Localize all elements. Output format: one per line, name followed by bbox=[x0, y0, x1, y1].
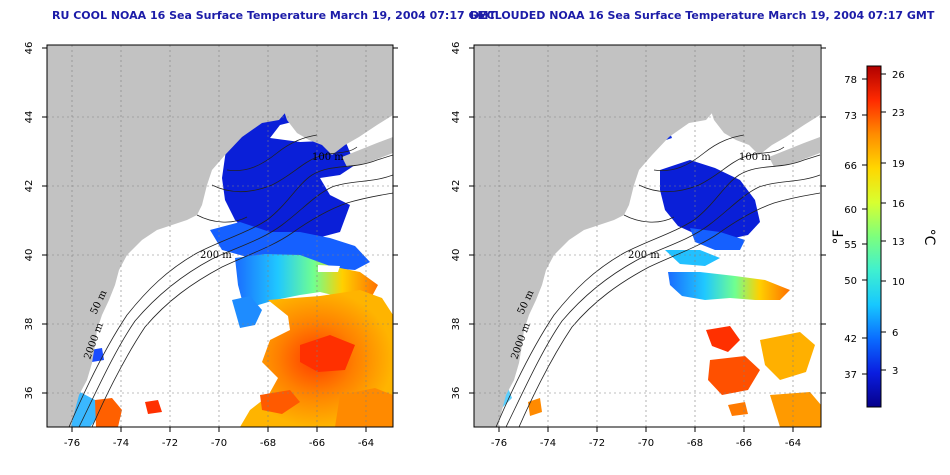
right-lat-label: 46 bbox=[451, 42, 462, 55]
colorbar-c-label: 19 bbox=[892, 159, 905, 170]
colorbar-c-label: 6 bbox=[892, 328, 898, 339]
left-lon-label: -66 bbox=[309, 438, 325, 449]
colorbar-gradient bbox=[866, 65, 882, 408]
right-lat-label: 36 bbox=[451, 387, 462, 400]
left-lat-label: 38 bbox=[24, 318, 35, 331]
colorbar-c-label: 3 bbox=[892, 366, 898, 377]
colorbar-fahrenheit-unit: °F bbox=[831, 229, 847, 244]
left-lat-label: 42 bbox=[24, 180, 35, 193]
right-lon-label: -72 bbox=[589, 438, 605, 449]
right-contour-label-100: 100 m bbox=[739, 152, 771, 163]
left-map-panel: 100 m 200 m 50 m 2000 m bbox=[24, 42, 398, 449]
left-lat-label: 40 bbox=[24, 249, 35, 262]
right-graticule bbox=[474, 45, 821, 427]
colorbar-f-label: 60 bbox=[844, 205, 857, 216]
colorbar-c-label: 16 bbox=[892, 199, 905, 210]
right-lat-label: 44 bbox=[451, 111, 462, 124]
right-ticks bbox=[469, 47, 826, 432]
right-lat-label: 42 bbox=[451, 180, 462, 193]
left-contour-label-200: 200 m bbox=[200, 250, 232, 261]
left-lon-label: -64 bbox=[358, 438, 374, 449]
colorbar-f-label: 73 bbox=[844, 111, 857, 122]
right-map-frame bbox=[473, 44, 822, 428]
colorbar: 78 73 66 60 55 50 42 37 26 23 19 16 13 1… bbox=[831, 65, 937, 408]
right-contour-label-200: 200 m bbox=[628, 250, 660, 261]
colorbar-f-label: 37 bbox=[844, 370, 857, 381]
right-lon-label: -70 bbox=[638, 438, 654, 449]
colorbar-c-label: 13 bbox=[892, 237, 905, 248]
colorbar-f-label: 42 bbox=[844, 334, 857, 345]
colorbar-f-label: 55 bbox=[844, 240, 857, 251]
left-ticks bbox=[42, 47, 398, 432]
colorbar-c-label: 26 bbox=[892, 70, 905, 81]
right-map-panel: 100 m 200 m 50 m 2000 m bbox=[451, 42, 826, 449]
right-map-title: DECLOUDED NOAA 16 Sea Surface Temperatur… bbox=[470, 9, 935, 22]
left-contour-label-100: 100 m bbox=[312, 152, 344, 163]
right-lon-label: -68 bbox=[687, 438, 703, 449]
left-graticule bbox=[47, 45, 393, 427]
left-map-title: RU COOL NOAA 16 Sea Surface Temperature … bbox=[52, 9, 496, 22]
right-lat-label: 40 bbox=[451, 249, 462, 262]
colorbar-f-label: 50 bbox=[844, 276, 857, 287]
colorbar-celsius-unit: °C bbox=[921, 229, 937, 246]
colorbar-c-label: 10 bbox=[892, 277, 905, 288]
left-lon-label: -70 bbox=[211, 438, 227, 449]
colorbar-f-label: 78 bbox=[844, 75, 857, 86]
right-lat-label: 38 bbox=[451, 318, 462, 331]
left-map-frame bbox=[46, 44, 394, 428]
left-lon-label: -68 bbox=[260, 438, 276, 449]
colorbar-f-label: 66 bbox=[844, 161, 857, 172]
colorbar-ticks bbox=[862, 73, 886, 375]
colorbar-c-label: 23 bbox=[892, 108, 905, 119]
left-lon-label: -74 bbox=[113, 438, 129, 449]
right-lon-label: -64 bbox=[785, 438, 801, 449]
right-lon-label: -66 bbox=[736, 438, 752, 449]
left-lat-label: 46 bbox=[24, 42, 35, 55]
left-lat-label: 44 bbox=[24, 111, 35, 124]
left-lon-label: -76 bbox=[64, 438, 80, 449]
left-lat-label: 36 bbox=[24, 387, 35, 400]
right-lon-label: -74 bbox=[540, 438, 556, 449]
left-lon-label: -72 bbox=[162, 438, 178, 449]
right-lon-label: -76 bbox=[491, 438, 507, 449]
